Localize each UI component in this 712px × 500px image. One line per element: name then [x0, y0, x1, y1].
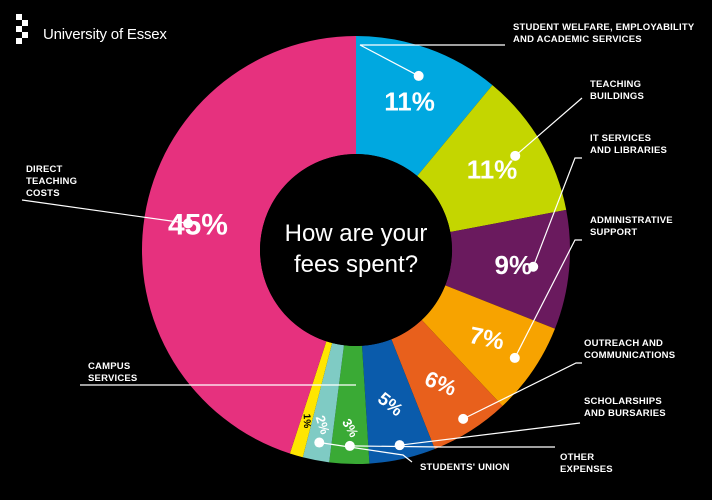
leader-dot-direct-teaching-costs	[183, 218, 194, 229]
value-label-campus-services: 1%	[301, 414, 313, 429]
center-title-line-1: How are your	[284, 220, 428, 247]
label-scholarships: SCHOLARSHIPS AND BURSARIES	[584, 396, 666, 419]
leader-line-other-expenses	[349, 445, 555, 448]
leader-dot-other-expenses	[344, 440, 355, 451]
label-it-services: IT SERVICES AND LIBRARIES	[590, 133, 668, 156]
leader-line-teaching-buildings	[514, 97, 583, 157]
label-students-union: STUDENTS' UNION	[420, 462, 510, 473]
donut-hole	[260, 154, 452, 346]
leader-line-outreach-and-communications	[462, 362, 582, 420]
value-label-it-services-and-libraries: 9%	[495, 250, 533, 280]
leader-line-direct-teaching-costs	[21, 199, 189, 225]
university-of-essex-logo	[16, 14, 28, 44]
leader-line-administrative-support	[514, 239, 582, 359]
slice-it-services-and-libraries	[445, 209, 570, 329]
center-title: How are your fees spent?	[256, 218, 456, 280]
leader-dot-outreach-and-communications	[458, 413, 469, 424]
leader-dot-students-union	[314, 437, 325, 448]
leader-dot-teaching-buildings	[510, 150, 521, 161]
leader-dot-scholarships-and-bursaries	[394, 440, 405, 451]
slice-scholarships-and-bursaries	[362, 339, 435, 464]
label-administrative-support: ADMINISTRATIVE SUPPORT	[590, 215, 673, 238]
leader-dot-it-services-and-libraries	[528, 261, 539, 272]
label-campus-services: CAMPUS SERVICES	[88, 361, 138, 384]
label-other-expenses: OTHER EXPENSES	[560, 452, 613, 475]
center-title-line-2: fees spent?	[293, 251, 419, 278]
leader-dot-administrative-support	[509, 352, 520, 363]
label-outreach: OUTREACH AND COMMUNICATIONS	[584, 338, 676, 361]
slice-students-union	[302, 342, 344, 463]
slice-student-welfare-employability-and-academic-services	[356, 36, 493, 177]
value-label-students-union: 2%	[313, 414, 333, 437]
label-teaching-buildings: TEACHING BUILDINGS	[590, 79, 645, 102]
leader-dot-student-welfare-employability-and-academic-services	[413, 70, 424, 81]
slice-other-expenses	[329, 345, 370, 464]
slice-teaching-buildings	[417, 85, 567, 233]
value-label-teaching-buildings: 11%	[467, 155, 518, 185]
leader-line-it-services-and-libraries	[532, 157, 582, 267]
slice-campus-services	[289, 341, 333, 458]
leader-line-student-welfare-employability-and-academic-services	[359, 44, 505, 77]
value-label-student-welfare-employability-and-academic-services: 11%	[384, 86, 435, 116]
value-label-direct-teaching-costs: 45%	[168, 208, 228, 241]
slice-administrative-support	[421, 285, 555, 406]
brand-name: University of Essex	[43, 26, 167, 43]
leader-line-scholarships-and-bursaries	[399, 422, 581, 446]
slice-outreach-and-communications	[391, 319, 503, 449]
slice-direct-teaching-costs	[142, 36, 356, 454]
label-student-welfare: STUDENT WELFARE, EMPLOYABILITY AND ACADE…	[513, 22, 695, 45]
label-direct-teaching: DIRECT TEACHING COSTS	[26, 164, 78, 199]
